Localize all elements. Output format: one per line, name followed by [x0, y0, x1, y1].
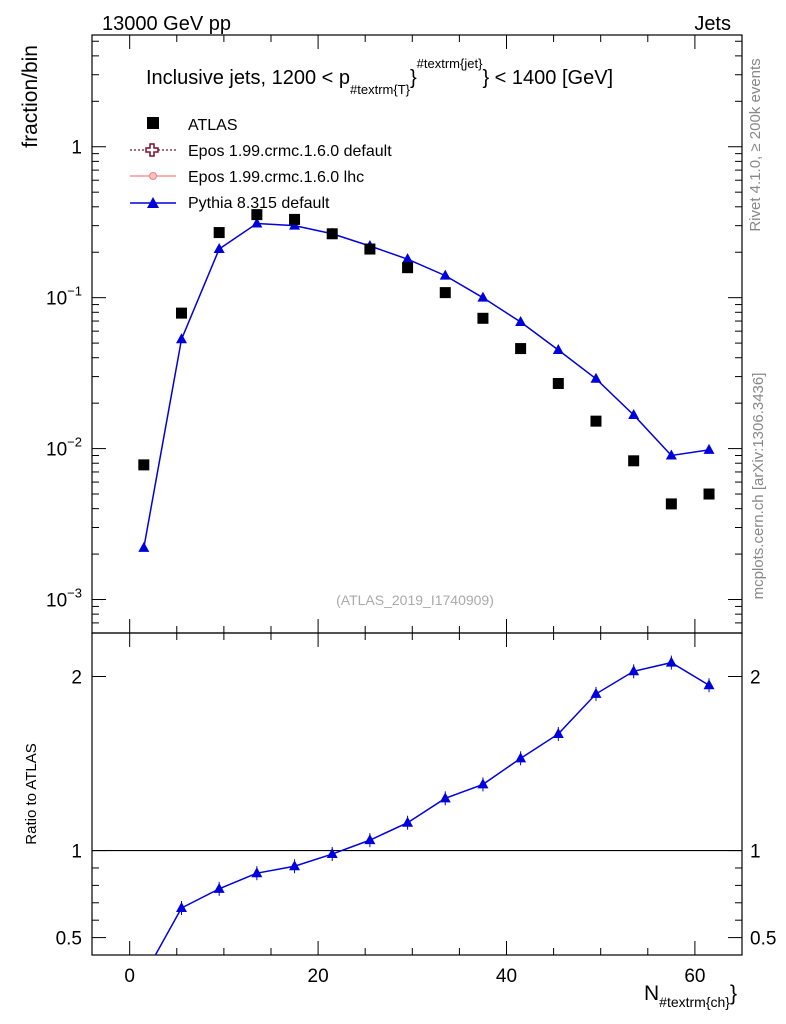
atlas-data-point [251, 209, 263, 221]
pythia-main-point [439, 269, 451, 280]
pythia-ratio-point [364, 834, 376, 845]
pythia-ratio-point [251, 867, 263, 878]
legend-epos-default-label: Epos 1.99.crmc.1.6.0 default [188, 143, 392, 160]
ytick-exp: −1 [67, 284, 82, 299]
atlas-data-point [289, 213, 301, 225]
pythia-main-point [703, 443, 715, 454]
legend-atlas-label: ATLAS [188, 117, 238, 134]
atlas-data-point [515, 343, 527, 355]
pythia-main-point [477, 291, 489, 302]
plot-title: Inclusive jets, 1200 < p#textrm{T}}#text… [146, 56, 613, 97]
plot-title-sup: #textrm{jet} [417, 56, 483, 71]
pythia-main-point [552, 344, 564, 355]
atlas-data-point [703, 488, 715, 500]
xlabel-main: N [644, 982, 659, 1005]
atlas-data-point [175, 307, 187, 319]
pythia-main-point [175, 333, 187, 344]
ratio-plot-frame [91, 632, 743, 956]
pythia-main-point [590, 372, 602, 383]
atlas-data-point [552, 377, 564, 389]
pythia-main-point [515, 315, 527, 326]
ratio-xtick-label: 60 [684, 966, 705, 987]
pythia-main-point [251, 217, 263, 228]
pythia-main-line [143, 222, 710, 548]
atlas-data-point [402, 262, 414, 274]
pythia-ratio-point [590, 687, 602, 698]
pythia-ratio-point [175, 902, 187, 913]
xlabel-tail: } [730, 982, 737, 1005]
ratio-ytick-label-right: 0.5 [750, 929, 776, 950]
atlas-data-point [326, 228, 338, 240]
ratio-ytick-label-right: 1 [750, 842, 761, 863]
xlabel-sub: #textrm{ch} [659, 994, 730, 1010]
pythia-ratio-point [326, 848, 338, 859]
main-axes: 10−310−210−11 [46, 35, 742, 634]
ratio-xtick-label: 40 [496, 966, 517, 987]
main-ylabel: fraction/bin [19, 45, 42, 148]
pythia-ratio-point [628, 665, 640, 676]
pythia-ratio-point [402, 816, 414, 827]
plot-title-suffix: } < 1400 [GeV] [482, 67, 613, 89]
ratio-ylabel: Ratio to ATLAS [23, 743, 40, 844]
pythia-ratio-point [213, 882, 225, 893]
pythia-ratio-point [515, 752, 527, 763]
ratio-ytick-label-right: 2 [750, 668, 761, 689]
ratio-xtick-label: 0 [124, 966, 135, 987]
pythia-main-point [628, 408, 640, 419]
pythia-main-point [213, 243, 225, 254]
ytick-base: 10 [46, 289, 67, 310]
legend-pythia-marker [147, 197, 159, 208]
pythia-main-point [402, 253, 414, 264]
header-jets-label: Jets [694, 13, 731, 35]
ratio-xtick-label: 20 [308, 966, 329, 987]
atlas-data-point [439, 287, 451, 299]
header-energy-label: 13000 GeV pp [102, 13, 231, 35]
ytick-exp: −3 [67, 586, 82, 601]
ratio-ytick-label: 2 [71, 668, 82, 689]
ytick-base: 10 [46, 440, 67, 461]
atlas-data-point [364, 243, 376, 255]
main-ytick-label: 1 [71, 138, 82, 159]
main-ytick-label: 10−3 [46, 586, 82, 612]
pythia-ratio-point [477, 778, 489, 789]
main-series [138, 209, 715, 552]
rivet-version-label: Rivet 4.1.0, ≥ 200k events [747, 58, 764, 231]
pythia-main-point [665, 449, 677, 460]
ratio-series [154, 655, 715, 955]
plot-title-sub: #textrm{T} [350, 82, 411, 97]
pythia-ratio-point [289, 860, 301, 871]
atlas-data-point [477, 312, 489, 324]
pythia-ratio-line [154, 661, 710, 955]
atlas-data-point [665, 498, 677, 510]
atlas-data-point [138, 459, 150, 471]
pythia-ratio-point [703, 679, 715, 690]
plot-title-prefix: Inclusive jets, 1200 < p [146, 67, 350, 89]
atlas-data-point [590, 415, 602, 427]
pythia-ratio-point [552, 727, 564, 738]
analysis-id-label: (ATLAS_2019_I1740909) [336, 592, 494, 608]
atlas-data-point [213, 227, 225, 239]
plot-title-brace: } [410, 67, 417, 89]
ratio-ytick-label: 1 [71, 842, 82, 863]
main-ytick-label: 10−2 [46, 435, 82, 461]
pythia-ratio-point [665, 656, 677, 667]
main-ytick-label: 10−1 [46, 284, 82, 310]
legend-epos-default-marker [145, 143, 159, 157]
ratio-ytick-label: 0.5 [56, 929, 82, 950]
pythia-main-point [138, 541, 150, 552]
ytick-exp: −2 [67, 435, 82, 450]
ratio-axes: 0 20 40 60 0.5 0.5 1 1 2 2 [56, 633, 776, 987]
ratio-xlabel: N#textrm{ch}} [644, 982, 737, 1010]
pythia-ratio-point [439, 792, 451, 803]
atlas-data-point [628, 455, 640, 467]
legend-epos-lhc-label: Epos 1.99.crmc.1.6.0 lhc [188, 169, 364, 186]
mcplots-label: mcplots.cern.ch [arXiv:1306.3436] [750, 373, 767, 600]
legend-epos-lhc-marker [149, 172, 157, 180]
ytick-base: 10 [46, 591, 67, 612]
ratio-clipped-group [154, 655, 715, 955]
legend-atlas-marker [147, 117, 159, 129]
legend-pythia-label: Pythia 8.315 default [188, 195, 330, 212]
legend: ATLAS Epos 1.99.crmc.1.6.0 default Epos … [130, 117, 392, 212]
